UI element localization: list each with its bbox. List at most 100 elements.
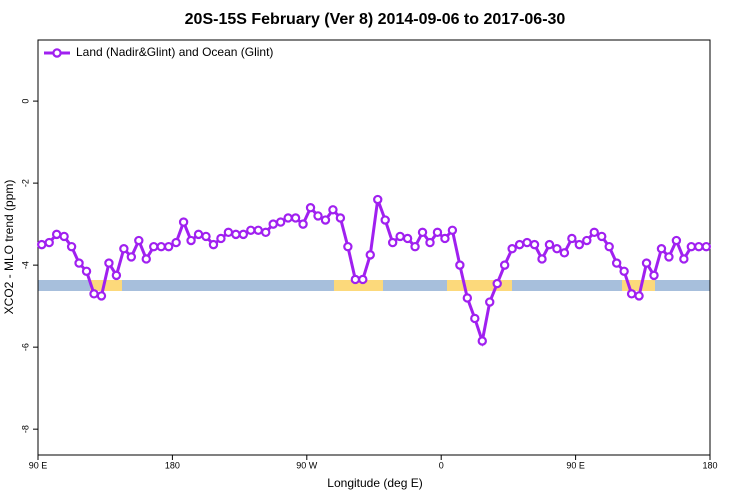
point <box>701 241 711 252</box>
point <box>686 241 697 252</box>
point <box>328 205 338 215</box>
point <box>410 241 420 252</box>
y-tick-label: -6 <box>20 343 30 351</box>
x-tick-label: 180 <box>165 460 180 470</box>
point <box>358 274 368 285</box>
point <box>178 217 189 227</box>
point <box>171 237 181 248</box>
point <box>66 241 77 252</box>
y-tick-label: -8 <box>20 425 30 433</box>
point <box>290 213 301 223</box>
point <box>253 225 263 235</box>
x-tick-label: 180 <box>702 460 717 470</box>
y-axis-label: XCO2 - MLO trend (ppm) <box>2 180 16 315</box>
point <box>89 289 99 299</box>
point <box>44 237 54 248</box>
y-tick-label: 0 <box>20 99 30 104</box>
surface-band <box>38 280 710 291</box>
point <box>447 225 458 235</box>
point <box>537 254 547 264</box>
point <box>477 336 487 346</box>
point <box>619 266 629 276</box>
point <box>499 260 510 270</box>
point <box>223 227 234 238</box>
point <box>626 289 637 299</box>
point <box>694 241 704 252</box>
point <box>559 248 570 258</box>
point <box>313 211 323 221</box>
point <box>186 235 196 246</box>
point <box>589 227 599 238</box>
y-tick-label: -2 <box>20 179 30 187</box>
point <box>671 235 682 246</box>
point <box>119 244 129 254</box>
point <box>37 239 47 250</box>
x-tick-label: 90 E <box>29 460 48 470</box>
point <box>335 213 346 223</box>
x-tick-label: 90 W <box>296 460 318 470</box>
point <box>104 258 114 268</box>
point <box>634 291 644 301</box>
point <box>402 233 413 244</box>
point <box>440 233 450 244</box>
point <box>365 250 375 260</box>
point <box>246 225 256 235</box>
chart-title: 20S-15S February (Ver 8) 2014-09-06 to 2… <box>185 11 566 28</box>
point <box>380 215 390 225</box>
legend: Land (Nadir&Glint) and Ocean (Glint) <box>44 45 273 59</box>
point <box>664 252 674 262</box>
point <box>507 244 517 254</box>
point <box>462 293 473 303</box>
point <box>485 297 495 307</box>
point <box>432 227 443 238</box>
point <box>59 231 69 242</box>
point <box>141 254 151 264</box>
point <box>514 239 525 250</box>
point <box>216 233 226 244</box>
point <box>656 244 667 254</box>
y-tick-label: -4 <box>20 261 30 269</box>
point <box>343 241 353 252</box>
point <box>544 239 555 250</box>
point <box>567 233 577 244</box>
point <box>134 235 144 246</box>
x-tick-label: 0 <box>439 460 444 470</box>
point <box>268 219 278 229</box>
point <box>283 213 293 223</box>
point <box>455 260 465 270</box>
point <box>275 217 286 227</box>
point <box>492 278 502 289</box>
point <box>425 237 435 248</box>
point <box>111 270 122 281</box>
point <box>649 270 659 281</box>
point <box>522 237 532 248</box>
point <box>261 227 271 238</box>
point <box>320 215 331 225</box>
point <box>641 258 652 268</box>
point <box>163 241 174 252</box>
point <box>604 241 614 252</box>
point <box>96 291 107 301</box>
point <box>201 231 211 242</box>
point <box>395 231 405 242</box>
point <box>597 231 607 242</box>
point <box>298 219 308 229</box>
point <box>679 254 689 264</box>
point <box>470 313 480 324</box>
point <box>208 239 219 250</box>
point <box>582 235 592 246</box>
point <box>74 258 84 268</box>
point <box>238 229 249 240</box>
point <box>350 274 361 285</box>
point <box>231 229 241 240</box>
point <box>574 239 585 250</box>
point <box>373 194 383 205</box>
point <box>81 266 92 276</box>
point <box>126 252 137 262</box>
point <box>529 239 540 250</box>
x-axis-label: Longitude (deg E) <box>327 476 422 490</box>
point <box>149 241 159 252</box>
point <box>156 241 166 252</box>
point <box>305 203 316 213</box>
